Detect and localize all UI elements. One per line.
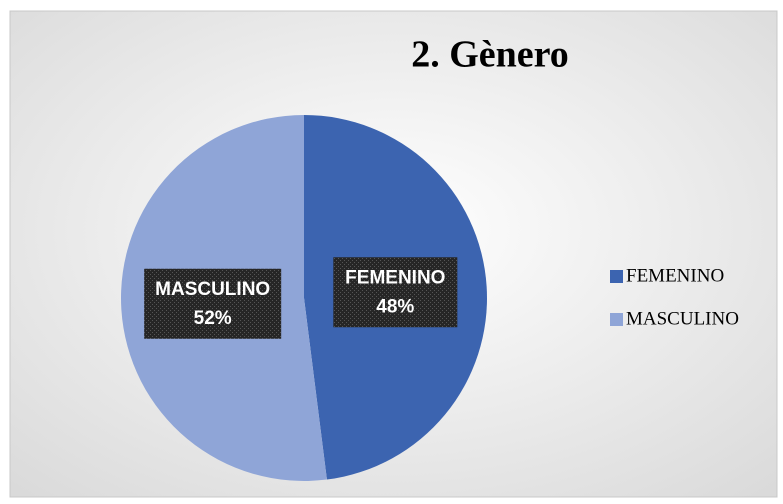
data-label-value: 52% [194, 308, 232, 329]
data-label-box [333, 257, 458, 328]
legend-swatch [610, 313, 623, 326]
data-label-value: 48% [376, 296, 414, 317]
data-label-category: FEMENINO [345, 267, 445, 288]
legend-label: FEMENINO [626, 265, 724, 286]
legend-swatch [610, 270, 623, 283]
data-label-box [144, 268, 282, 339]
legend-label: MASCULINO [626, 308, 739, 329]
chart-title: 2. Gènero [411, 34, 569, 76]
data-label-category: MASCULINO [155, 279, 270, 300]
